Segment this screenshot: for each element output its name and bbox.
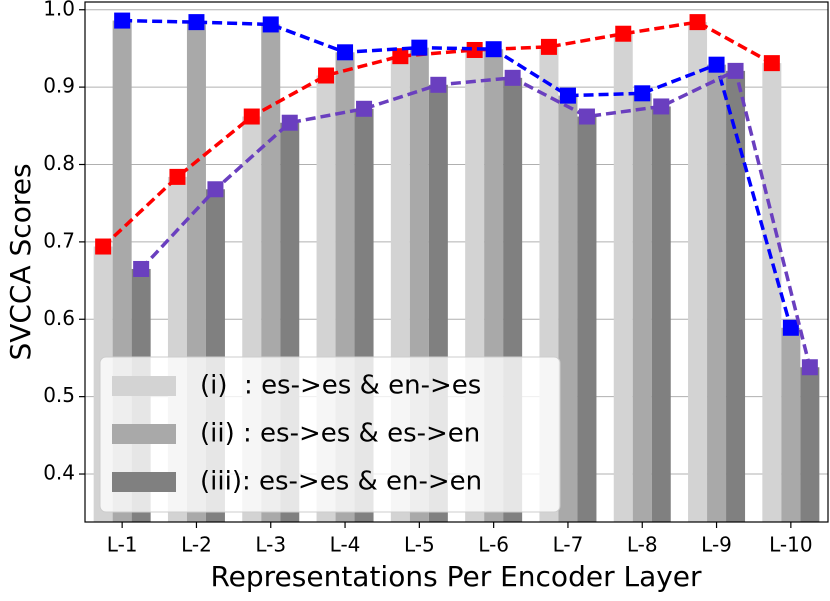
x-tick-label: L-4 bbox=[330, 533, 361, 557]
x-tick-label: L-5 bbox=[404, 533, 435, 557]
marker bbox=[801, 359, 818, 376]
marker bbox=[727, 62, 744, 79]
legend-swatch bbox=[112, 472, 176, 492]
marker bbox=[540, 38, 557, 55]
bar bbox=[781, 327, 801, 522]
marker bbox=[356, 100, 373, 117]
y-tick-label: 0.5 bbox=[43, 383, 75, 407]
marker bbox=[466, 41, 483, 58]
y-tick-label: 0.7 bbox=[43, 228, 75, 252]
legend-box bbox=[99, 356, 561, 513]
y-tick-label: 0.4 bbox=[43, 461, 75, 485]
legend-swatch bbox=[112, 376, 176, 396]
marker bbox=[578, 108, 595, 125]
legend-label: (i) : es->es & en->es bbox=[200, 371, 481, 401]
marker bbox=[653, 98, 670, 115]
marker bbox=[133, 260, 150, 277]
marker bbox=[392, 48, 409, 65]
marker bbox=[485, 41, 502, 58]
y-tick-label: 0.6 bbox=[43, 306, 75, 330]
marker bbox=[318, 67, 335, 84]
marker bbox=[763, 55, 780, 72]
x-tick-label: L-1 bbox=[107, 533, 138, 557]
bar bbox=[800, 367, 820, 522]
marker bbox=[243, 108, 260, 125]
y-tick-label: 0.8 bbox=[43, 151, 75, 175]
x-axis-label: Representations Per Encoder Layer bbox=[210, 560, 702, 593]
marker bbox=[559, 87, 576, 104]
plot-frame bbox=[84, 1, 829, 523]
marker bbox=[337, 44, 354, 61]
marker bbox=[207, 181, 224, 198]
bar bbox=[577, 116, 597, 523]
y-tick-label: 1.0 bbox=[43, 0, 75, 20]
x-tick-label: L-10 bbox=[769, 533, 812, 557]
marker bbox=[411, 39, 428, 56]
legend-label: (iii): es->es & en->en bbox=[200, 467, 482, 497]
x-tick-label: L-9 bbox=[701, 533, 732, 557]
bar bbox=[613, 33, 633, 522]
line bbox=[101, 20, 773, 248]
x-tick-label: L-7 bbox=[553, 533, 584, 557]
legend-swatch bbox=[112, 424, 176, 444]
bar bbox=[632, 93, 652, 523]
x-tick-label: L-6 bbox=[478, 533, 509, 557]
y-tick-label: 0.9 bbox=[43, 74, 75, 98]
bar bbox=[651, 106, 671, 522]
bar bbox=[726, 70, 746, 522]
bar bbox=[558, 95, 578, 522]
x-tick-label: L-8 bbox=[627, 533, 658, 557]
marker bbox=[504, 69, 521, 86]
marker bbox=[782, 319, 799, 336]
marker bbox=[95, 238, 112, 255]
x-tick-label: L-3 bbox=[255, 533, 286, 557]
legend-label: (ii) : es->es & es->en bbox=[200, 419, 480, 449]
bar bbox=[688, 22, 708, 522]
marker bbox=[188, 14, 205, 31]
marker bbox=[430, 76, 447, 93]
marker bbox=[689, 14, 706, 31]
marker bbox=[281, 114, 298, 131]
marker bbox=[169, 168, 186, 185]
y-axis-label: SVCCA Scores bbox=[4, 163, 37, 360]
line bbox=[139, 68, 812, 368]
marker bbox=[114, 12, 131, 29]
marker bbox=[615, 25, 632, 42]
marker bbox=[634, 85, 651, 102]
x-tick-label: L-2 bbox=[181, 533, 212, 557]
marker bbox=[708, 56, 725, 73]
bar bbox=[762, 63, 782, 522]
bar bbox=[707, 64, 727, 522]
marker bbox=[262, 16, 279, 33]
line bbox=[122, 18, 793, 329]
